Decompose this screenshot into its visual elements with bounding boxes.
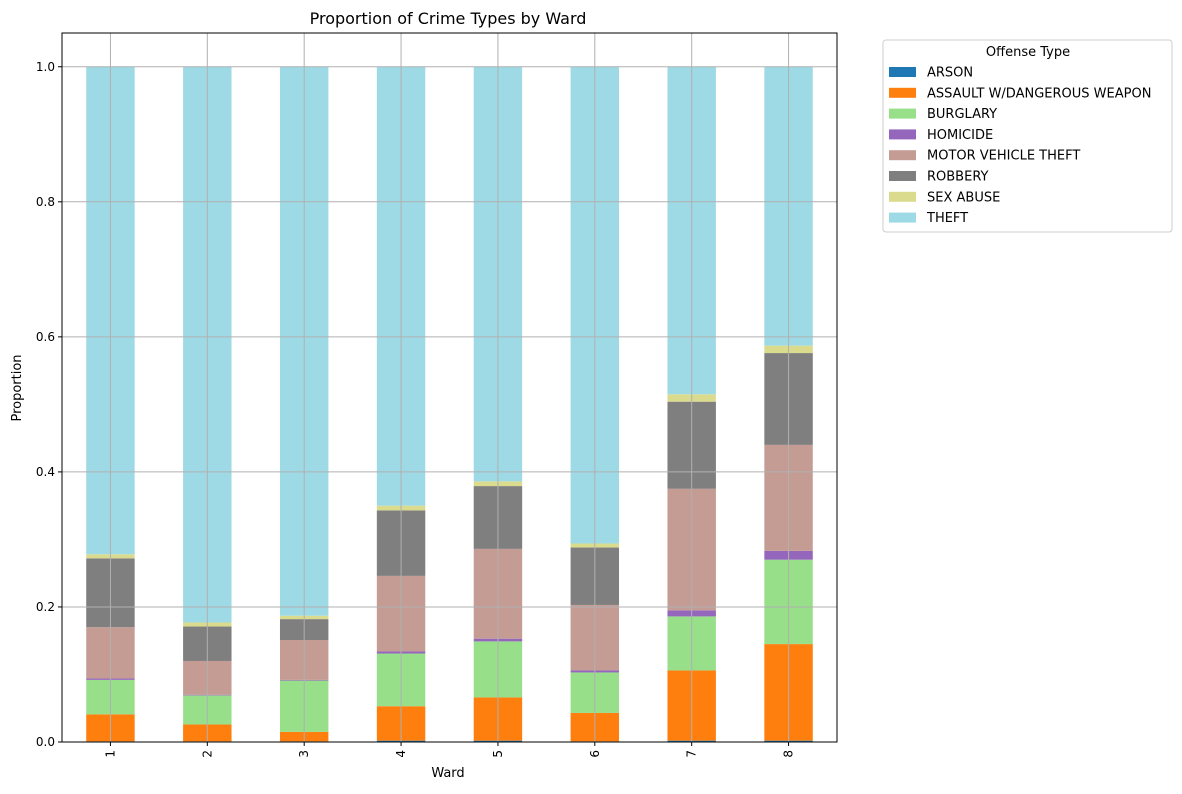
axes-frame bbox=[61, 32, 838, 743]
legend-swatch bbox=[889, 67, 916, 77]
x-tick-label: 1 bbox=[103, 750, 117, 758]
legend-entry-label: ROBBERY bbox=[927, 170, 989, 185]
legend-entry-label: SEX ABUSE bbox=[927, 190, 1000, 205]
plot-area: 0.0 0.2 0.4 0.6 0.8 1.0 1 2 3 4 5 6 7 8 bbox=[36, 32, 838, 758]
y-tick-label: 0.6 bbox=[36, 330, 55, 344]
x-tick-label: 4 bbox=[394, 750, 408, 758]
legend-swatch bbox=[889, 171, 916, 181]
y-tick-label: 0.4 bbox=[36, 465, 55, 479]
y-tick-label: 0.8 bbox=[36, 195, 55, 209]
y-tick-label: 1.0 bbox=[36, 60, 55, 74]
legend-entry-label: ARSON bbox=[927, 66, 973, 81]
legend-swatch bbox=[889, 87, 916, 98]
y-tick-label: 0.2 bbox=[36, 600, 55, 614]
legend-entry-label: MOTOR VEHICLE THEFT bbox=[927, 149, 1080, 164]
legend: Offense Type ARSON ASSAULT W/DANGEROUS WE… bbox=[882, 39, 1173, 233]
x-axis-label: Ward bbox=[431, 766, 464, 781]
x-tick-label: 2 bbox=[200, 750, 214, 758]
chart-title: Proportion of Crime Types by Ward bbox=[310, 9, 587, 28]
legend-entry-label: HOMICIDE bbox=[927, 128, 993, 143]
legend-frame bbox=[882, 39, 1173, 233]
legend-swatch bbox=[889, 212, 916, 223]
legend-swatch bbox=[889, 129, 916, 140]
legend-entry-label: ASSAULT W/DANGEROUS WEAPON bbox=[927, 86, 1151, 101]
x-tick-label: 8 bbox=[782, 750, 796, 758]
legend-swatch bbox=[889, 150, 916, 161]
x-tick-label: 6 bbox=[588, 750, 602, 758]
legend-swatch bbox=[889, 108, 916, 119]
legend-swatch bbox=[889, 191, 916, 202]
y-tick-label: 0.0 bbox=[36, 735, 55, 749]
x-tick-label: 3 bbox=[297, 750, 311, 758]
legend-entry-label: THEFT bbox=[926, 211, 968, 226]
legend-entry-label: BURGLARY bbox=[927, 107, 997, 122]
x-tick-label: 5 bbox=[491, 750, 505, 758]
x-tick-label: 7 bbox=[685, 750, 699, 758]
y-axis-label: Proportion bbox=[10, 354, 25, 421]
legend-title: Offense Type bbox=[986, 45, 1070, 60]
